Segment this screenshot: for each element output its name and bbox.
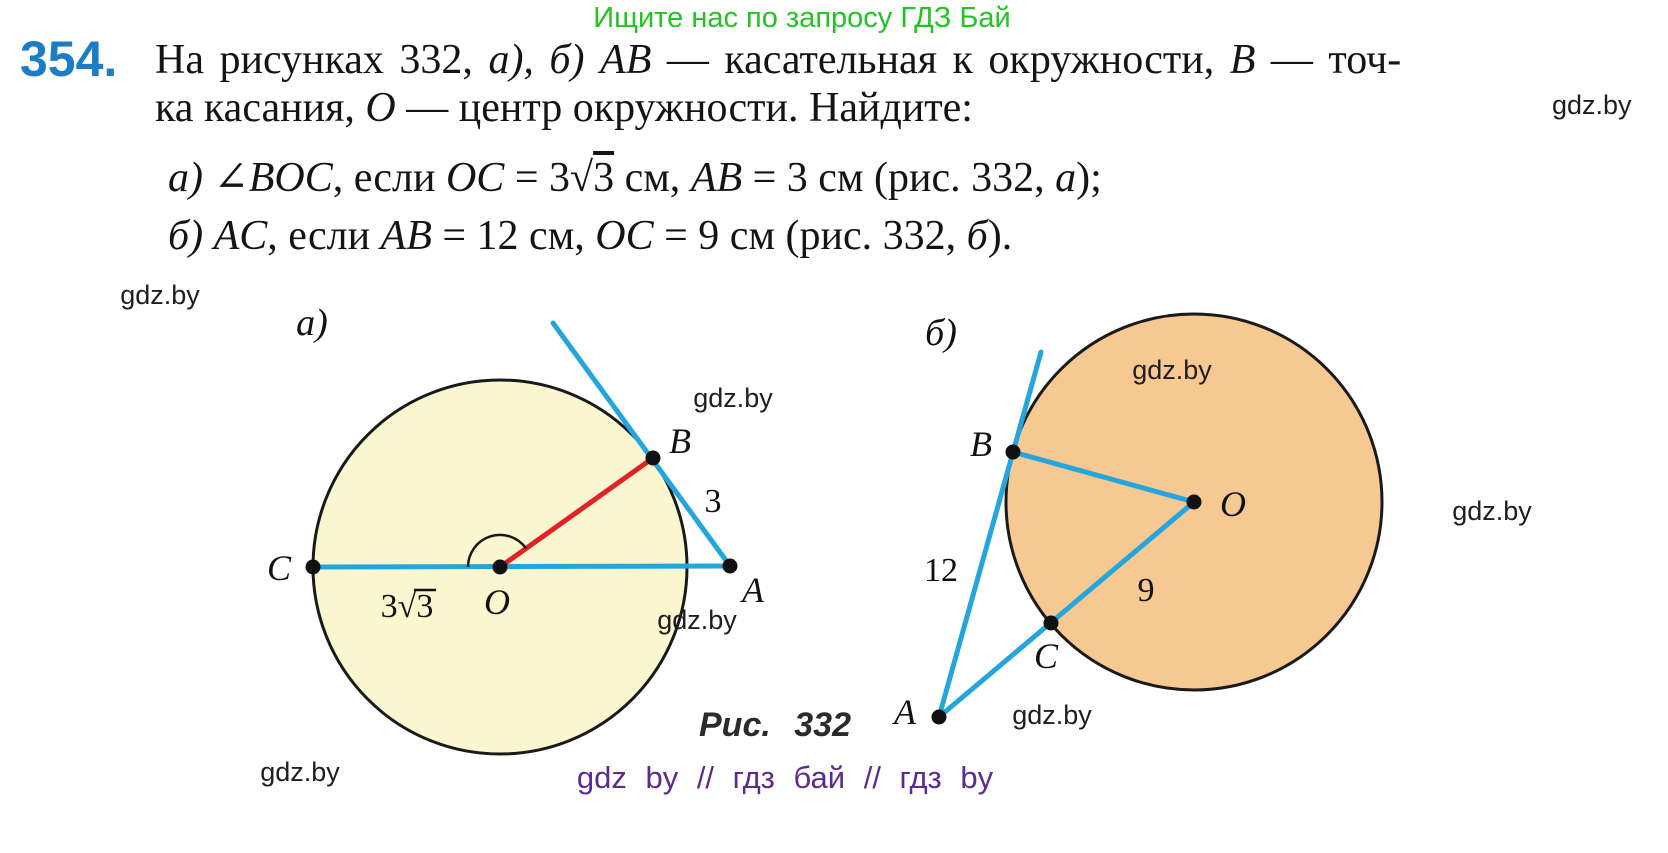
problem-item-b: б) AC, если AB = 12 см, OC = 9 см (рис. … xyxy=(168,213,1013,259)
watermark-a-bottom: gdz.by xyxy=(260,757,340,787)
point-o-a xyxy=(492,559,508,575)
problem-text-line-1: На рисунках 332, а), б) AB — касательная… xyxy=(155,37,1402,83)
problem-text-line-2: ка касания, O — центр окружности. Найдит… xyxy=(155,85,973,131)
secant-line-ca xyxy=(310,563,733,570)
radius-ob-a xyxy=(497,455,656,570)
tangent-line-b xyxy=(936,349,1044,720)
figure-caption: Рис. 332 xyxy=(699,706,851,744)
length-ab-b: 12 xyxy=(924,552,958,589)
radius-ob-b xyxy=(1010,449,1197,505)
label-b-a: B xyxy=(669,421,691,461)
label-a-b: A xyxy=(892,692,917,732)
length-oc-b: 9 xyxy=(1138,572,1155,609)
panel-label-a: а) xyxy=(296,302,328,344)
watermark-b-bottom: gdz.by xyxy=(1012,700,1092,730)
problem-item-a: а) ∠BOC, если OC = 3√3 см, AB = 3 см (ри… xyxy=(168,155,1102,201)
tangent-line-a xyxy=(550,320,733,569)
label-c-b: C xyxy=(1034,636,1059,676)
watermark-a-topleft: gdz.by xyxy=(120,280,200,310)
label-c-a: C xyxy=(267,548,292,588)
length-ab-a: 3 xyxy=(705,483,722,520)
point-o-b xyxy=(1186,494,1202,510)
label-b-b: B xyxy=(970,424,992,464)
point-b-a xyxy=(645,450,661,466)
figure-332-svg: а) C O B A 3 3√3 б) B O C A 12 9 gdz.by … xyxy=(120,280,1532,787)
point-a-a xyxy=(722,558,738,574)
point-a-b xyxy=(931,709,947,725)
label-a-a: A xyxy=(740,570,765,610)
point-c-b xyxy=(1043,615,1059,631)
watermark-top-right: gdz.by xyxy=(1552,90,1632,120)
watermark-b-right: gdz.by xyxy=(1452,496,1532,526)
watermark-a-lowright: gdz.by xyxy=(657,605,737,635)
watermark-b-top: gdz.by xyxy=(1132,355,1212,385)
problem-number: 354. xyxy=(20,31,118,87)
length-oc-a: 3√3 xyxy=(381,588,434,625)
watermark-a-right: gdz.by xyxy=(693,383,773,413)
promo-banner: Ищите нас по запросу ГДЗ Бай xyxy=(593,2,1011,34)
panel-label-b: б) xyxy=(925,312,957,354)
label-o-b: O xyxy=(1220,484,1246,524)
secant-line-oca xyxy=(936,499,1197,720)
label-o-a: O xyxy=(484,582,510,622)
point-c-a xyxy=(305,559,321,575)
angle-boc-arc xyxy=(466,533,528,568)
point-b-b xyxy=(1005,444,1021,460)
footer-tags: gdz by // гдз бай // гдз by xyxy=(576,760,994,795)
